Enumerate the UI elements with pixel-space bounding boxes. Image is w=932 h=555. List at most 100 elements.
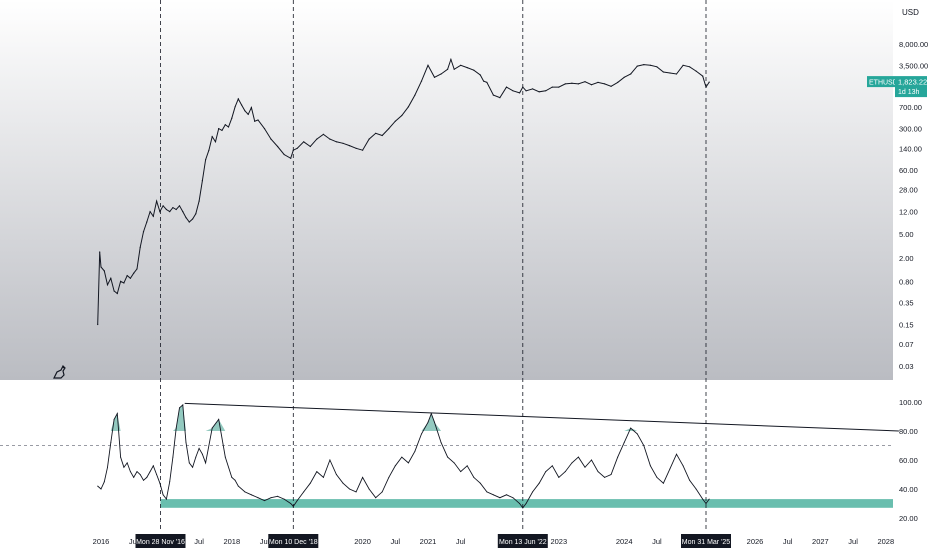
oscillator-point (231, 476, 233, 478)
cycle-low-date-badge (268, 534, 319, 548)
price-point (450, 58, 452, 61)
price-point (110, 277, 112, 279)
oscillator-point (205, 462, 207, 464)
time-tick-label: 2027 (812, 537, 829, 546)
price-point (142, 231, 145, 233)
price-point (136, 268, 138, 270)
price-point (247, 113, 249, 115)
price-point (113, 290, 115, 292)
oscillator-point (695, 488, 697, 490)
oscillator-point (414, 450, 416, 452)
time-tick-label: 2028 (877, 537, 894, 546)
price-point (335, 141, 337, 143)
cycle-low-date-badge (681, 534, 731, 548)
oscillator-point (689, 479, 691, 481)
oscillator-point (434, 421, 435, 423)
price-point (394, 120, 396, 122)
oscillator-point (669, 468, 671, 470)
price-point (401, 114, 403, 117)
oscillator-point (447, 456, 449, 458)
price-point (165, 208, 167, 211)
price-point (473, 69, 475, 71)
price-tick-label: 0.15 (899, 321, 914, 330)
oscillator-point (375, 497, 377, 499)
price-tick-label: 3,500.00 (899, 61, 928, 70)
oscillator-point (649, 465, 651, 467)
oscillator-point (257, 497, 259, 499)
oscillator-point (538, 482, 540, 484)
symbol-badge (867, 76, 895, 88)
oscillator-point (394, 465, 396, 467)
price-point (427, 64, 429, 66)
oscillator-point (146, 476, 148, 478)
price-point (505, 86, 508, 88)
price-point (152, 215, 154, 217)
price-point (263, 128, 266, 130)
oscillator-point (577, 456, 579, 458)
cycle-low-date-badge (497, 534, 548, 548)
oscillator-point (421, 433, 422, 435)
time-tick-label: 2024 (616, 537, 633, 546)
time-tick-label: Jul (783, 537, 793, 546)
oscillator-point (519, 503, 521, 504)
drawing-tool-icon[interactable] (53, 364, 66, 379)
cycle-low-lines (160, 0, 707, 532)
oscillator-point (123, 466, 125, 468)
price-point (492, 94, 494, 96)
price-tick-label: 700.00 (899, 103, 922, 112)
price-point (682, 64, 684, 66)
price-point (355, 147, 357, 149)
price-point (695, 70, 697, 72)
price-point (630, 73, 632, 75)
symbol-label: ETHUSD (869, 80, 898, 87)
time-tick-label: Jul (260, 537, 270, 546)
oscillator-point (407, 462, 409, 464)
price-point (604, 83, 606, 85)
price-point (675, 73, 678, 75)
oscillator-point (460, 471, 462, 473)
price-point (316, 138, 318, 140)
oscillator-point (152, 465, 154, 467)
price-point (348, 145, 351, 147)
oscillator-point (136, 471, 138, 473)
oscillator-tick-label: 60.00 (899, 456, 918, 465)
oscillator-point (702, 498, 704, 500)
price-tick-label: 8,000.00 (899, 40, 928, 49)
price-point (283, 153, 285, 156)
price-point (195, 213, 197, 215)
price-point (584, 81, 586, 83)
price-point (303, 141, 305, 143)
price-tick-label: 300.00 (899, 125, 922, 134)
price-point (643, 64, 645, 66)
oscillator-point (283, 498, 285, 500)
price-tick-label: 0.03 (899, 362, 914, 371)
oscillator-point (175, 427, 177, 429)
cycle-low-date-label: Mon 28 Nov '16 (136, 539, 185, 546)
price-tick-label: 60.00 (899, 166, 918, 175)
cycle-low-date-badge (135, 534, 186, 548)
time-tick-label: 2021 (420, 537, 437, 546)
price-tick-label: 0.35 (899, 299, 914, 308)
oscillator-point (342, 482, 344, 484)
price-point (123, 282, 125, 284)
price-point (368, 138, 370, 140)
price-point (208, 149, 210, 151)
oscillator-point (453, 462, 455, 464)
price-point (362, 149, 364, 151)
oscillator-tick-label: 20.00 (899, 514, 918, 523)
price-point (433, 76, 436, 78)
price-point (227, 126, 230, 128)
oscillator-point (329, 459, 331, 461)
price-point (185, 217, 187, 219)
time-axis: 2016 Jul Jul 2018 Jul 2020 Jul 2021 Jul 2023 2024 J… (93, 534, 894, 548)
oscillator-point (172, 456, 174, 458)
oscillator-point (558, 476, 560, 478)
oscillator-point (368, 488, 370, 490)
price-point (234, 106, 236, 108)
price-point (126, 275, 128, 277)
oscillator-point (388, 476, 390, 478)
price-point (381, 134, 383, 137)
oscillator-point (381, 491, 383, 493)
oscillator-point (133, 476, 135, 478)
